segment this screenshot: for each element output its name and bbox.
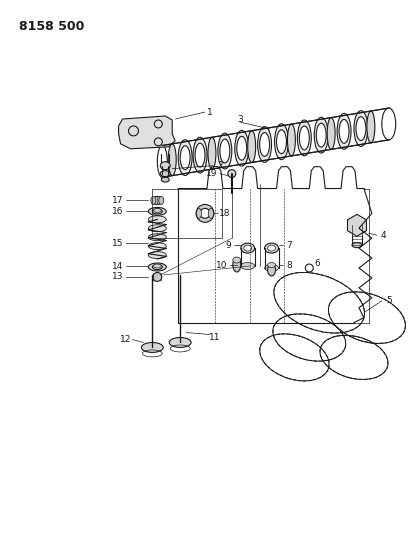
Ellipse shape	[241, 263, 255, 270]
Circle shape	[196, 205, 214, 222]
Ellipse shape	[233, 257, 241, 263]
Text: 16: 16	[112, 207, 123, 216]
Ellipse shape	[356, 117, 366, 141]
Ellipse shape	[152, 209, 162, 214]
Ellipse shape	[248, 131, 256, 163]
Ellipse shape	[220, 139, 230, 163]
Text: 5: 5	[386, 296, 392, 305]
Ellipse shape	[287, 124, 296, 156]
Ellipse shape	[233, 258, 241, 272]
Ellipse shape	[298, 120, 311, 156]
Ellipse shape	[160, 171, 170, 176]
Ellipse shape	[268, 263, 275, 268]
Text: 9: 9	[225, 240, 231, 249]
Ellipse shape	[218, 133, 232, 169]
Ellipse shape	[148, 216, 166, 223]
Ellipse shape	[153, 264, 161, 268]
Ellipse shape	[148, 252, 166, 259]
Ellipse shape	[265, 264, 279, 271]
Text: 4: 4	[381, 231, 387, 240]
Ellipse shape	[327, 118, 335, 149]
Ellipse shape	[180, 146, 190, 169]
Ellipse shape	[159, 197, 164, 205]
Ellipse shape	[208, 208, 213, 219]
Ellipse shape	[352, 243, 362, 248]
Ellipse shape	[275, 124, 289, 159]
Ellipse shape	[339, 119, 349, 143]
Text: 8158 500: 8158 500	[19, 20, 85, 33]
Ellipse shape	[148, 207, 166, 215]
Ellipse shape	[268, 245, 275, 251]
Ellipse shape	[244, 245, 252, 251]
Text: 10: 10	[216, 261, 228, 270]
Ellipse shape	[153, 272, 162, 281]
Text: 2: 2	[217, 161, 223, 170]
Text: 18: 18	[219, 209, 231, 218]
Text: 7: 7	[286, 240, 292, 249]
Ellipse shape	[168, 144, 176, 176]
Ellipse shape	[337, 114, 351, 149]
Circle shape	[200, 208, 210, 219]
Ellipse shape	[299, 126, 309, 150]
Ellipse shape	[169, 337, 191, 348]
Ellipse shape	[314, 117, 328, 153]
Ellipse shape	[148, 234, 166, 241]
Text: 12: 12	[120, 335, 131, 344]
Ellipse shape	[237, 136, 247, 160]
Ellipse shape	[258, 127, 272, 163]
Ellipse shape	[161, 177, 169, 182]
Ellipse shape	[208, 138, 216, 169]
Ellipse shape	[193, 138, 207, 173]
Ellipse shape	[151, 197, 156, 205]
Ellipse shape	[196, 208, 201, 219]
Ellipse shape	[178, 140, 192, 175]
Ellipse shape	[148, 225, 166, 232]
Ellipse shape	[367, 111, 375, 143]
Ellipse shape	[148, 263, 166, 271]
Ellipse shape	[268, 264, 275, 276]
Ellipse shape	[195, 143, 205, 167]
Ellipse shape	[160, 161, 170, 169]
Text: 11: 11	[209, 333, 221, 342]
Ellipse shape	[228, 169, 236, 177]
Text: 1: 1	[207, 108, 213, 117]
Ellipse shape	[152, 264, 162, 270]
Text: 13: 13	[112, 272, 123, 281]
Text: 14: 14	[112, 262, 123, 271]
Text: 19: 19	[206, 169, 218, 178]
Ellipse shape	[316, 123, 326, 147]
Ellipse shape	[260, 133, 270, 156]
Ellipse shape	[241, 243, 255, 253]
Text: 8: 8	[286, 261, 292, 270]
Ellipse shape	[235, 131, 249, 166]
Text: 3: 3	[237, 115, 242, 124]
Ellipse shape	[354, 111, 368, 147]
Text: 17: 17	[112, 196, 123, 205]
Ellipse shape	[265, 243, 279, 253]
Ellipse shape	[151, 197, 163, 205]
Polygon shape	[119, 116, 175, 149]
Ellipse shape	[153, 208, 161, 212]
Ellipse shape	[141, 343, 163, 352]
Ellipse shape	[277, 130, 286, 154]
Text: 15: 15	[112, 239, 123, 248]
Text: 6: 6	[314, 259, 320, 268]
Ellipse shape	[148, 243, 166, 249]
